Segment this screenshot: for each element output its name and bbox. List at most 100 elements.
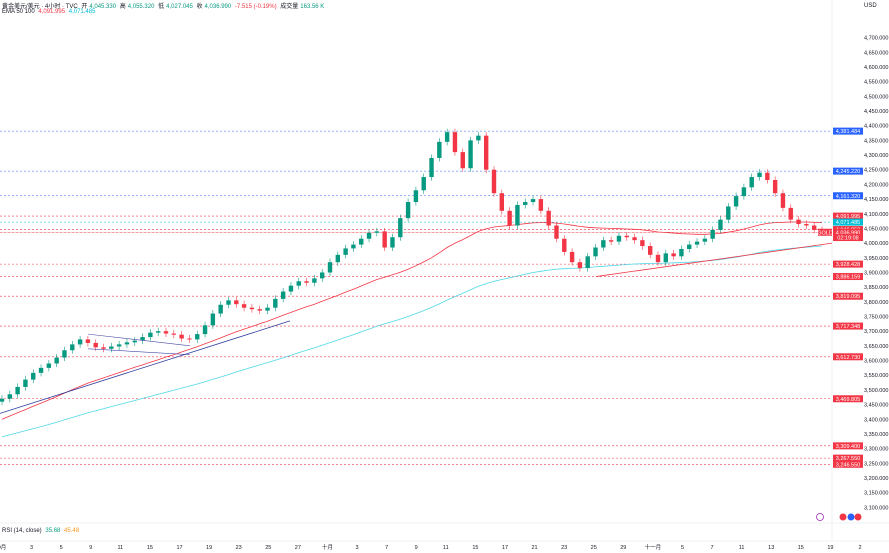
candle-body[interactable]	[85, 339, 91, 343]
candle-body[interactable]	[312, 278, 317, 283]
candle-body[interactable]	[155, 331, 161, 333]
candle-body[interactable]	[273, 298, 278, 308]
candle-body[interactable]	[249, 307, 255, 310]
candle-body[interactable]	[70, 344, 75, 351]
candle-body[interactable]	[726, 206, 731, 220]
candle-body[interactable]	[195, 334, 200, 340]
candle-body[interactable]	[437, 141, 442, 158]
candle-body[interactable]	[640, 240, 645, 247]
candle-body[interactable]	[179, 334, 184, 339]
candle-body[interactable]	[515, 204, 520, 226]
candle-body[interactable]	[702, 238, 708, 242]
candle-body[interactable]	[585, 256, 590, 269]
candle-body[interactable]	[772, 179, 778, 194]
ema-legend[interactable]: EMA 50 100 4,091.995 4,071.485	[2, 9, 97, 15]
candle-body[interactable]	[444, 132, 450, 142]
candle-body[interactable]	[171, 333, 177, 335]
candle-body[interactable]	[109, 346, 114, 349]
candle-body[interactable]	[101, 347, 106, 349]
candle-body[interactable]	[530, 199, 536, 203]
candle-body[interactable]	[718, 219, 723, 230]
candle-body[interactable]	[296, 281, 301, 286]
candle-body[interactable]	[562, 238, 567, 252]
candle-body[interactable]	[0, 398, 5, 402]
candle-body[interactable]	[140, 337, 145, 341]
candle-body[interactable]	[796, 219, 801, 225]
candle-body[interactable]	[38, 367, 44, 373]
candle-body[interactable]	[351, 244, 356, 249]
candle-body[interactable]	[741, 187, 747, 197]
trendline-flag-top[interactable]	[87, 333, 191, 347]
candle-body[interactable]	[54, 357, 59, 364]
candle-body[interactable]	[429, 157, 434, 178]
candle-body[interactable]	[327, 262, 333, 273]
candle-body[interactable]	[218, 304, 223, 314]
candle-body[interactable]	[288, 285, 294, 292]
candle-body[interactable]	[499, 193, 505, 211]
candle-body[interactable]	[265, 307, 270, 311]
candle-body[interactable]	[46, 363, 52, 368]
candle-body[interactable]	[77, 339, 83, 345]
candle-body[interactable]	[671, 253, 676, 257]
candle-body[interactable]	[382, 231, 387, 248]
candle-body[interactable]	[468, 140, 473, 169]
candle-body[interactable]	[15, 386, 20, 395]
candle-body[interactable]	[335, 254, 341, 263]
candle-body[interactable]	[608, 240, 614, 242]
trendline-long[interactable]	[0, 320, 291, 414]
flag-eu-icon[interactable]	[847, 513, 855, 521]
candle-body[interactable]	[694, 241, 700, 245]
candle-body[interactable]	[765, 172, 770, 180]
candle-body[interactable]	[257, 309, 262, 311]
candle-body[interactable]	[304, 281, 309, 283]
candle-body[interactable]	[733, 196, 739, 207]
candle-body[interactable]	[62, 350, 67, 358]
currency-label[interactable]: USD	[864, 3, 877, 9]
candle-body[interactable]	[655, 254, 661, 263]
candle-body[interactable]	[202, 325, 208, 335]
candle-body[interactable]	[280, 291, 286, 299]
candle-body[interactable]	[616, 235, 622, 242]
candle-body[interactable]	[234, 300, 239, 305]
candle-body[interactable]	[554, 225, 559, 239]
candle-body[interactable]	[398, 218, 403, 238]
candle-body[interactable]	[132, 340, 137, 343]
candle-body[interactable]	[757, 172, 762, 178]
trendline-flag-bottom[interactable]	[87, 348, 191, 355]
candle-body[interactable]	[319, 272, 325, 279]
candle-body[interactable]	[710, 229, 715, 239]
candle-body[interactable]	[624, 235, 629, 238]
candle-body[interactable]	[452, 132, 458, 153]
candle-body[interactable]	[546, 210, 551, 226]
candle-body[interactable]	[343, 248, 348, 255]
candle-body[interactable]	[413, 190, 419, 203]
candle-body[interactable]	[187, 338, 192, 340]
rsi-legend[interactable]: RSI (14, close) 35.68 45.48	[2, 528, 81, 534]
candle-body[interactable]	[405, 202, 411, 219]
candle-body[interactable]	[23, 379, 28, 387]
candle-body[interactable]	[749, 177, 754, 188]
candle-body[interactable]	[390, 237, 395, 248]
symbol-title[interactable]: 黄金美元/美元 · 4小时 · TVC	[2, 4, 78, 10]
candle-body[interactable]	[780, 193, 786, 208]
candle-body[interactable]	[523, 202, 528, 205]
candle-body[interactable]	[241, 304, 247, 308]
candle-body[interactable]	[788, 207, 793, 220]
flag-us-icon[interactable]	[839, 513, 847, 521]
candle-body[interactable]	[421, 177, 426, 191]
candle-body[interactable]	[116, 344, 122, 347]
candle-body[interactable]	[31, 372, 36, 380]
candle-body[interactable]	[577, 262, 583, 269]
candle-body[interactable]	[679, 248, 684, 257]
candle-body[interactable]	[569, 251, 575, 263]
candle-body[interactable]	[632, 237, 637, 241]
candle-body[interactable]	[663, 253, 669, 263]
candle-body[interactable]	[460, 152, 465, 169]
candle-body[interactable]	[647, 246, 653, 255]
candle-body[interactable]	[163, 331, 169, 334]
candle-body[interactable]	[124, 342, 130, 345]
candle-body[interactable]	[148, 332, 153, 338]
candle-body[interactable]	[804, 224, 809, 226]
candle-body[interactable]	[483, 135, 489, 170]
